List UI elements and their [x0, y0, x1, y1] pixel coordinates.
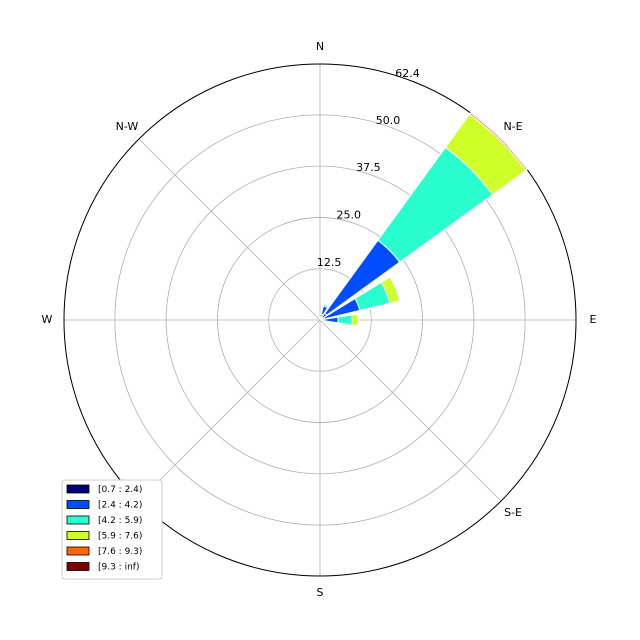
- direction-label: N: [316, 40, 324, 53]
- legend-swatch: [66, 531, 90, 540]
- direction-label: W: [42, 313, 53, 326]
- legend-swatch: [66, 562, 90, 571]
- legend-label: [4.2 : 5.9): [98, 516, 142, 526]
- grid-spoke: [319, 319, 502, 502]
- direction-label: S: [317, 586, 324, 599]
- legend-label: [0.7 : 2.4): [98, 485, 142, 495]
- direction-label: S-E: [504, 506, 522, 519]
- outer-frame: [63, 63, 577, 577]
- wedge-segment: [337, 314, 353, 326]
- grid-spoke: [138, 319, 321, 502]
- r-tick-label: 37.5: [356, 161, 381, 174]
- legend-label: [2.4 : 4.2): [98, 501, 142, 511]
- grid-spoke: [138, 138, 321, 321]
- direction-label: E: [590, 313, 597, 326]
- legend-swatch: [66, 546, 90, 556]
- legend-label: [9.3 : inf): [98, 563, 139, 573]
- direction-label: N-E: [503, 120, 522, 133]
- r-tick-label: 62.4: [395, 67, 420, 80]
- r-tick-label: 12.5: [317, 256, 342, 269]
- legend-swatch: [66, 484, 90, 494]
- legend-swatch: [66, 515, 90, 525]
- wedge-segment: [323, 303, 329, 307]
- wedge-segment: [351, 313, 359, 327]
- legend-swatch: [66, 500, 90, 509]
- legend-label: [5.9 : 7.6): [98, 532, 142, 542]
- legend: [0.7 : 2.4) [2.4 : 4.2) [4.2 : 5.9) [5.9 : …: [61, 479, 163, 580]
- r-tick-label: 25.0: [337, 209, 362, 222]
- direction-label: N-W: [116, 120, 139, 133]
- legend-label: [7.6 : 9.3): [98, 547, 142, 557]
- wedge-segment: [470, 112, 528, 170]
- r-tick-label: 50.0: [376, 114, 401, 127]
